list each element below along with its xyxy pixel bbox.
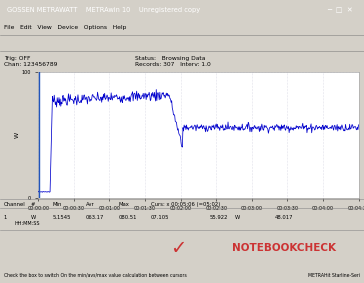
Text: Curs: x 00:05:06 (=05:02): Curs: x 00:05:06 (=05:02) bbox=[151, 202, 221, 207]
Y-axis label: W: W bbox=[15, 132, 20, 138]
Text: Check the box to switch On the min/avs/max value calculation between cursors: Check the box to switch On the min/avs/m… bbox=[4, 273, 186, 278]
Text: Max: Max bbox=[118, 202, 129, 207]
Text: File   Edit   View   Device   Options   Help: File Edit View Device Options Help bbox=[4, 25, 126, 30]
Text: Avr: Avr bbox=[86, 202, 94, 207]
Text: Records: 307   Interv: 1.0: Records: 307 Interv: 1.0 bbox=[135, 62, 210, 67]
Text: ─  □  ✕: ─ □ ✕ bbox=[327, 7, 353, 13]
Text: Channel: Channel bbox=[4, 202, 25, 207]
Text: NOTEBOOKCHECK: NOTEBOOKCHECK bbox=[232, 243, 336, 253]
Text: 063.17: 063.17 bbox=[86, 215, 104, 220]
Text: HH:MM:SS: HH:MM:SS bbox=[14, 221, 40, 226]
Text: 1: 1 bbox=[4, 215, 7, 220]
Text: #: # bbox=[31, 202, 35, 207]
Text: W: W bbox=[235, 215, 240, 220]
Text: Chan: 123456789: Chan: 123456789 bbox=[4, 62, 57, 67]
Text: Min: Min bbox=[53, 202, 62, 207]
Text: METRAHit Starline-Seri: METRAHit Starline-Seri bbox=[308, 273, 360, 278]
Text: 5.1545: 5.1545 bbox=[53, 215, 71, 220]
Text: 07.105: 07.105 bbox=[151, 215, 170, 220]
Text: Status:   Browsing Data: Status: Browsing Data bbox=[135, 56, 205, 61]
Text: GOSSEN METRAWATT    METRAwin 10    Unregistered copy: GOSSEN METRAWATT METRAwin 10 Unregistere… bbox=[7, 7, 201, 13]
Text: W: W bbox=[31, 215, 36, 220]
Text: 55.922: 55.922 bbox=[209, 215, 228, 220]
Text: ✓: ✓ bbox=[170, 239, 186, 258]
Text: Trig: OFF: Trig: OFF bbox=[4, 56, 30, 61]
Text: 080.51: 080.51 bbox=[118, 215, 137, 220]
Text: 48.017: 48.017 bbox=[275, 215, 293, 220]
